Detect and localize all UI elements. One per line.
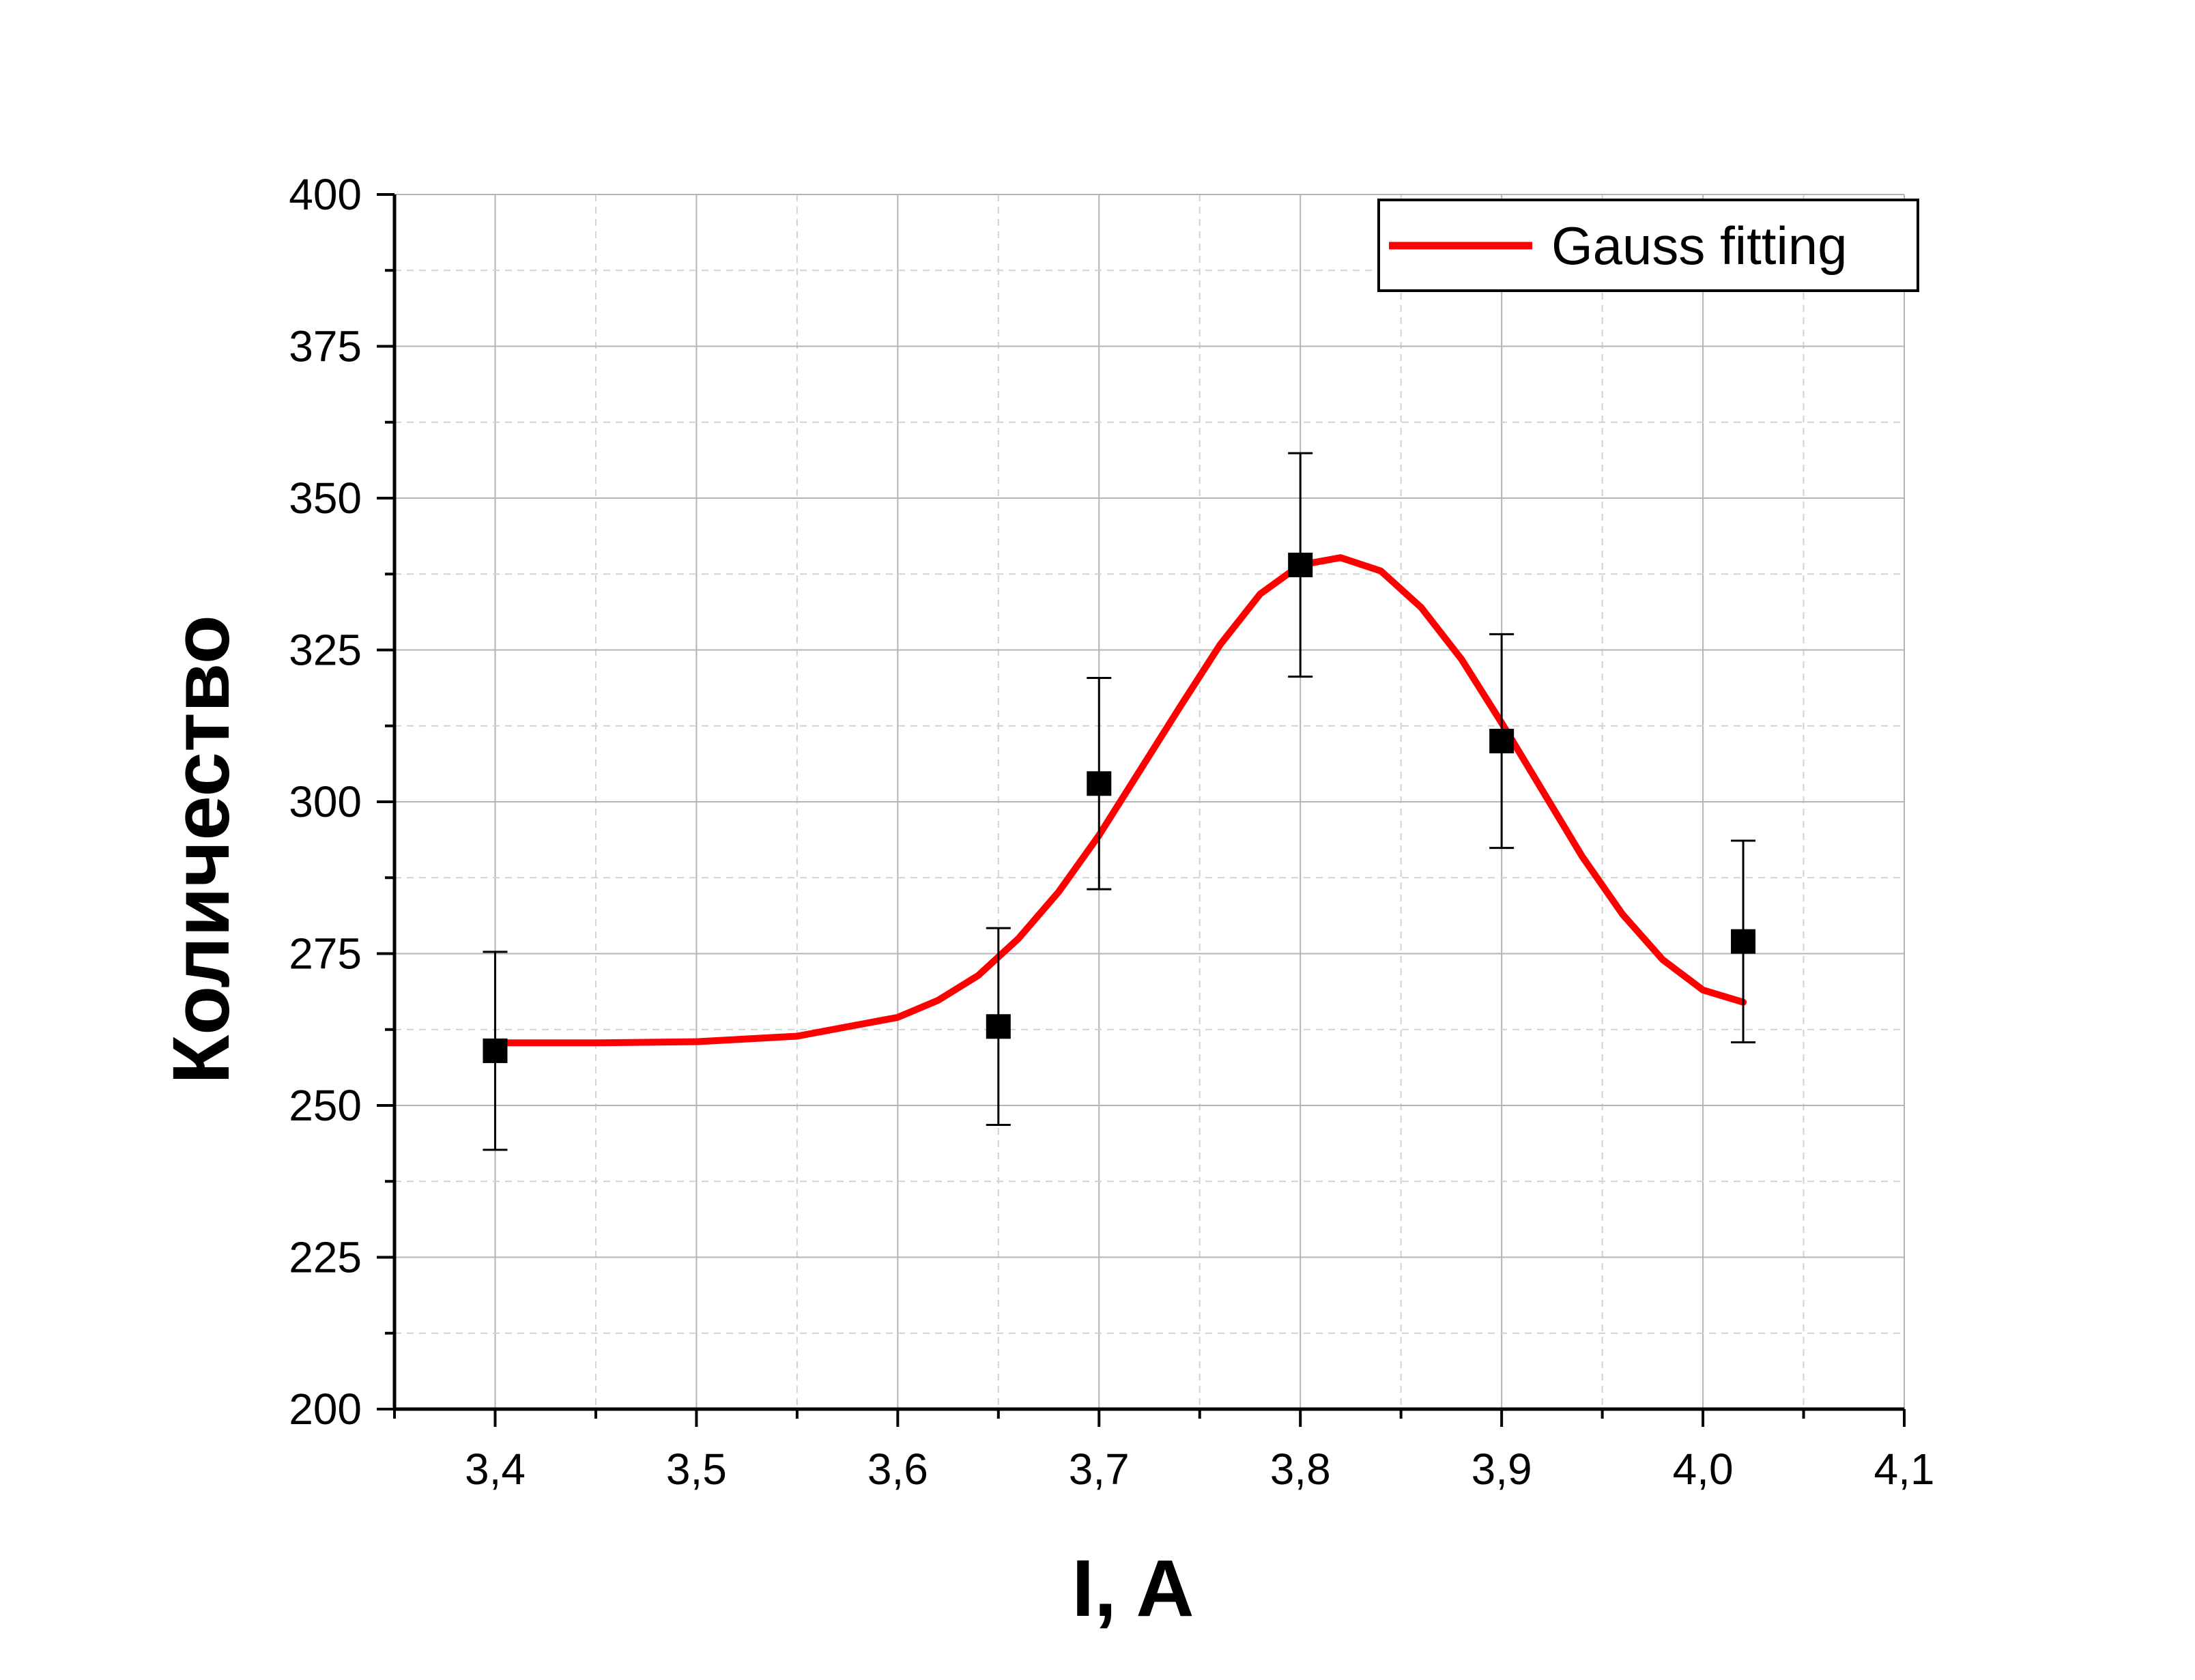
y-tick-label: 275 bbox=[289, 929, 362, 979]
x-tick-label: 3,5 bbox=[666, 1445, 727, 1494]
data-point bbox=[986, 1014, 1011, 1039]
y-tick-label: 250 bbox=[289, 1081, 362, 1130]
grid bbox=[394, 194, 1905, 1409]
x-tick-label: 3,9 bbox=[1472, 1445, 1532, 1494]
y-tick-label: 300 bbox=[289, 777, 362, 826]
points-layer bbox=[483, 452, 1756, 1151]
data-point bbox=[1489, 729, 1515, 753]
data-point bbox=[1288, 552, 1313, 577]
legend-label: Gauss fitting bbox=[1551, 216, 1848, 276]
x-tick-label: 4,1 bbox=[1874, 1445, 1935, 1494]
ticks: 3,4 3,5 3,6 3,7 3,8 3,9 4,0 4,1 200 225 250 275 300 3… bbox=[289, 170, 1934, 1494]
x-tick-label: 3,6 bbox=[867, 1445, 928, 1494]
y-tick-label: 375 bbox=[289, 322, 362, 371]
x-tick-label: 3,8 bbox=[1270, 1445, 1331, 1494]
data-point bbox=[483, 1038, 508, 1063]
fit-layer bbox=[491, 554, 1747, 1047]
x-tick-label: 3,4 bbox=[465, 1445, 526, 1494]
data-point bbox=[1087, 771, 1112, 796]
y-tick-label: 350 bbox=[289, 474, 362, 523]
x-axis-title: I, A bbox=[1072, 1544, 1194, 1634]
data-point bbox=[1731, 929, 1756, 954]
y-axis-title: Количество bbox=[156, 615, 246, 1084]
legend: Gauss fitting bbox=[1377, 199, 1919, 292]
y-tick-label: 325 bbox=[289, 626, 362, 675]
y-tick-label: 400 bbox=[289, 170, 362, 219]
y-tick-label: 200 bbox=[289, 1385, 362, 1434]
x-tick-label: 4,0 bbox=[1673, 1445, 1734, 1494]
y-tick-label: 225 bbox=[289, 1233, 362, 1282]
fit-curve bbox=[491, 554, 1747, 1047]
x-tick-label: 3,7 bbox=[1069, 1445, 1130, 1494]
